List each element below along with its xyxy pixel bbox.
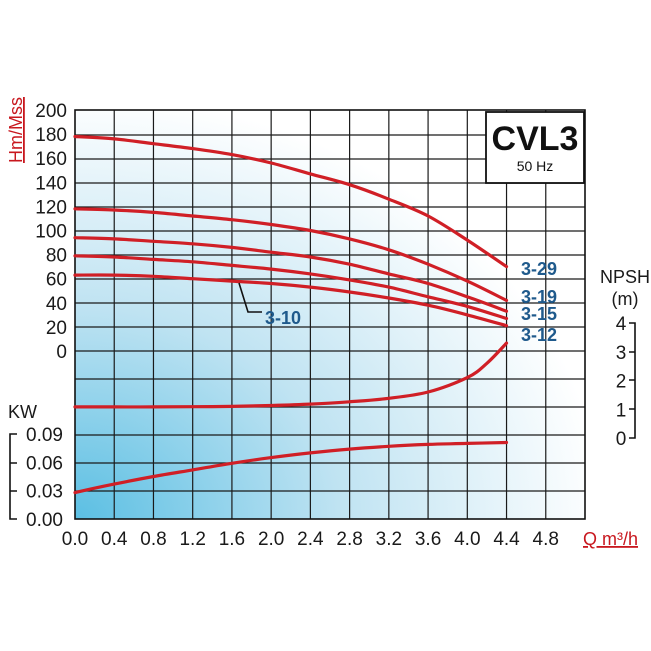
x-tick-label: 1.6 — [219, 529, 245, 550]
chart-title: CVL3 — [492, 120, 579, 158]
x-tick-label: 3.6 — [415, 529, 441, 550]
flow-axis-title: Q m³/h — [583, 529, 638, 549]
head-curve-3-19 — [73, 207, 509, 302]
x-tick-label: 0.0 — [62, 529, 88, 550]
head-tick-label: 160 — [35, 149, 67, 170]
head-curve-3-12 — [73, 254, 509, 321]
curves — [73, 134, 509, 495]
npsh-curve — [73, 341, 509, 409]
x-tick-label: 2.8 — [336, 529, 362, 550]
head-tick-label: 180 — [35, 125, 67, 146]
series-label-3-19: 3-19 — [521, 287, 557, 307]
head-tick-label: 120 — [35, 197, 67, 218]
head-curve-3-15 — [73, 236, 509, 313]
chart-subtitle: 50 Hz — [517, 158, 554, 174]
head-tick-label: 100 — [35, 222, 67, 243]
x-tick-label: 4.8 — [533, 529, 559, 550]
power-axis-line — [9, 433, 17, 520]
power-tick-label: 0.03 — [26, 482, 63, 503]
npsh-tick-label: 1 — [616, 400, 627, 421]
npsh-axis-title-line2: (m) — [612, 289, 639, 309]
series-label-3-12: 3-12 — [521, 325, 557, 345]
npsh-tick-label: 3 — [616, 343, 627, 364]
head-tick-label: 20 — [46, 318, 67, 339]
title-box — [485, 111, 585, 184]
x-tick-label: 0.4 — [101, 529, 128, 550]
x-tick-label: 0.8 — [140, 529, 166, 550]
npsh-tick-label: 2 — [616, 372, 627, 393]
npsh-axis-title-line1: NPSH — [600, 267, 650, 287]
series-label-3-15: 3-15 — [521, 304, 557, 324]
head-curve-3-29 — [73, 134, 509, 269]
head-tick-label: 40 — [46, 294, 67, 315]
plot-frame — [74, 109, 586, 520]
tick-labels: 3-29 3-193-153-12 3-10 0.0 0.4 0.8 1.2 1.6 2.0 2.… — [26, 101, 627, 550]
x-tick-label: 4.4 — [493, 529, 520, 550]
x-tick-label: 2.0 — [258, 529, 284, 550]
series-3-10-leader — [238, 282, 262, 313]
npsh-tick-label: 4 — [616, 314, 627, 335]
series-label-3-29: 3-29 — [521, 259, 557, 279]
head-tick-label: 60 — [46, 270, 67, 291]
x-tick-label: 1.2 — [179, 529, 205, 550]
npsh-axis-line — [629, 322, 636, 439]
head-axis-title: Hm/Mss — [6, 97, 26, 163]
head-tick-label: 0 — [56, 342, 67, 363]
x-tick-label: 3.2 — [376, 529, 402, 550]
head-tick-label: 140 — [35, 173, 67, 194]
power-tick-label: 0.09 — [26, 425, 63, 446]
npsh-tick-label: 0 — [616, 429, 627, 450]
series-label-3-10: 3-10 — [265, 308, 301, 328]
x-tick-label: 4.0 — [454, 529, 480, 550]
power-tick-label: 0.06 — [26, 453, 63, 474]
power-axis-title: KW — [8, 402, 37, 422]
head-curve-3-10 — [73, 273, 509, 328]
power-curve — [73, 440, 509, 495]
head-tick-label: 80 — [46, 246, 67, 267]
x-tick-label: 2.4 — [297, 529, 324, 550]
head-tick-label: 200 — [35, 101, 67, 122]
power-tick-label: 0.00 — [26, 510, 63, 531]
